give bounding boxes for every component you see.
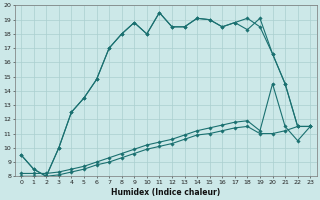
X-axis label: Humidex (Indice chaleur): Humidex (Indice chaleur) — [111, 188, 220, 197]
